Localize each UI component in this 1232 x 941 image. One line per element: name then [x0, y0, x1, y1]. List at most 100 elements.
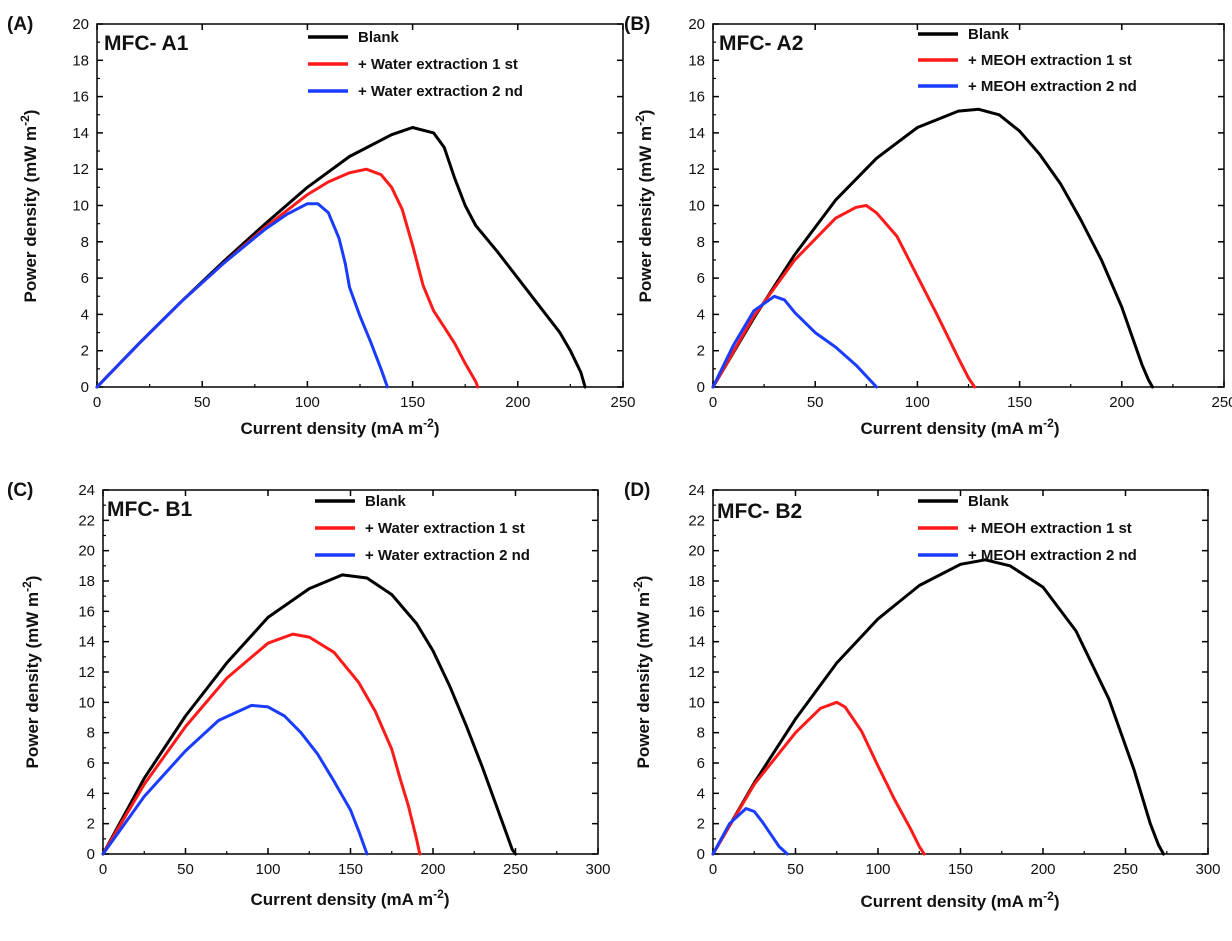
x-axis-label: Current density (mA m-2): [251, 887, 450, 909]
x-tick-label: 100: [905, 394, 930, 411]
panel-label: (B): [624, 14, 650, 35]
chart-panel-c: 0 50 100 150 200 250 300024681012141618202224B…: [7, 480, 611, 909]
series-line-2: [101, 632, 422, 856]
series-line-2: [95, 167, 480, 389]
x-tick-label: 0: [99, 861, 107, 878]
y-tick-label: 10: [688, 198, 705, 215]
legend-label: Blank: [968, 493, 1010, 510]
x-tick-label: 250: [610, 394, 635, 411]
y-tick-label: 12: [78, 664, 95, 681]
y-tick-label: 20: [78, 543, 95, 560]
y-tick-label: 20: [688, 16, 705, 33]
x-tick-label: 50: [787, 861, 804, 878]
y-tick-label: 14: [688, 634, 705, 651]
y-tick-label: 6: [697, 270, 705, 287]
x-tick-label: 100: [255, 861, 280, 878]
plot-frame: [96, 23, 624, 388]
y-tick-label: 16: [688, 603, 705, 620]
y-tick-label: 20: [688, 543, 705, 560]
panel-title: MFC- B1: [107, 498, 192, 521]
y-axis-label: Power density (mW m-2): [633, 110, 655, 303]
panel-title: MFC- A1: [104, 32, 189, 55]
y-tick-label: 4: [81, 306, 89, 323]
legend-label: Blank: [358, 29, 400, 46]
legend-label: Blank: [365, 493, 407, 510]
x-tick-label: 0: [709, 394, 717, 411]
series-line-1: [711, 558, 1165, 856]
y-tick-label: 2: [697, 343, 705, 360]
panel-label: (D): [624, 480, 650, 501]
series-line-1: [95, 126, 587, 389]
plot-frame: [712, 489, 1209, 855]
panel-title: MFC- A2: [719, 32, 803, 55]
y-tick-label: 20: [72, 16, 89, 33]
y-tick-label: 2: [81, 343, 89, 360]
y-tick-label: 18: [78, 573, 95, 590]
x-tick-label: 100: [865, 861, 890, 878]
y-tick-label: 8: [81, 234, 89, 251]
y-tick-label: 6: [697, 755, 705, 772]
x-tick-label: 50: [807, 394, 824, 411]
y-tick-label: 10: [72, 198, 89, 215]
chart-panel-d: 0 50 100 150 200 250 300024681012141618202224B…: [624, 480, 1221, 911]
y-tick-label: 22: [688, 512, 705, 529]
series-line-3: [711, 294, 878, 389]
series-line-2: [711, 700, 926, 856]
y-tick-label: 10: [78, 694, 95, 711]
x-tick-label: 250: [503, 861, 528, 878]
x-tick-label: 300: [1195, 861, 1220, 878]
series-line-1: [101, 573, 517, 856]
x-axis-label: Current density (mA m-2): [861, 889, 1060, 911]
y-tick-label: 18: [688, 573, 705, 590]
x-tick-label: 50: [194, 394, 211, 411]
x-tick-label: 0: [709, 861, 717, 878]
x-tick-label: 150: [338, 861, 363, 878]
y-tick-label: 4: [697, 785, 705, 802]
series-line-3: [95, 202, 389, 389]
y-tick-label: 2: [697, 816, 705, 833]
x-tick-label: 200: [505, 394, 530, 411]
y-tick-label: 16: [688, 89, 705, 106]
y-tick-label: 4: [87, 785, 95, 802]
y-tick-label: 6: [87, 755, 95, 772]
panel-label: (A): [7, 14, 33, 35]
y-tick-label: 18: [688, 52, 705, 69]
legend-label: + Water extraction 1 st: [358, 56, 518, 73]
y-tick-label: 24: [78, 482, 95, 499]
y-tick-label: 4: [697, 306, 705, 323]
legend-label: + Water extraction 2 nd: [358, 83, 523, 100]
y-tick-label: 22: [78, 512, 95, 529]
x-tick-label: 300: [585, 861, 610, 878]
y-tick-label: 0: [697, 379, 705, 396]
y-tick-label: 12: [688, 161, 705, 178]
x-tick-label: 150: [1007, 394, 1032, 411]
y-tick-label: 6: [81, 270, 89, 287]
y-tick-label: 2: [87, 816, 95, 833]
y-tick-label: 0: [87, 846, 95, 863]
series-line-2: [711, 204, 977, 389]
x-tick-label: 200: [420, 861, 445, 878]
x-tick-label: 50: [177, 861, 194, 878]
legend-label: + Water extraction 1 st: [365, 520, 525, 537]
x-tick-label: 100: [295, 394, 320, 411]
legend-label: + MEOH extraction 1 st: [968, 520, 1132, 537]
x-axis-label: Current density (mA m-2): [861, 416, 1060, 438]
y-tick-label: 8: [87, 725, 95, 742]
x-tick-label: 200: [1109, 394, 1134, 411]
x-tick-label: 150: [948, 861, 973, 878]
y-tick-label: 12: [688, 664, 705, 681]
legend-label: + Water extraction 2 nd: [365, 547, 530, 564]
series-line-3: [101, 703, 369, 856]
series-line-3: [711, 807, 789, 856]
y-axis-label: Power density (mW m-2): [18, 110, 40, 303]
x-axis-label: Current density (mA m-2): [241, 416, 440, 438]
y-tick-label: 16: [72, 89, 89, 106]
y-tick-label: 18: [72, 52, 89, 69]
panel-title: MFC- B2: [717, 500, 802, 523]
chart-panel-b: 0 50 100 150 200 250 0 2 4 6 8 10 12 14 16 18 20 Blank + M…: [624, 14, 1232, 438]
panel-label: (C): [7, 480, 33, 501]
legend-label: + MEOH extraction 1 st: [968, 52, 1132, 69]
series-line-1: [711, 107, 1154, 389]
x-tick-label: 250: [1113, 861, 1138, 878]
x-tick-label: 250: [1211, 394, 1232, 411]
